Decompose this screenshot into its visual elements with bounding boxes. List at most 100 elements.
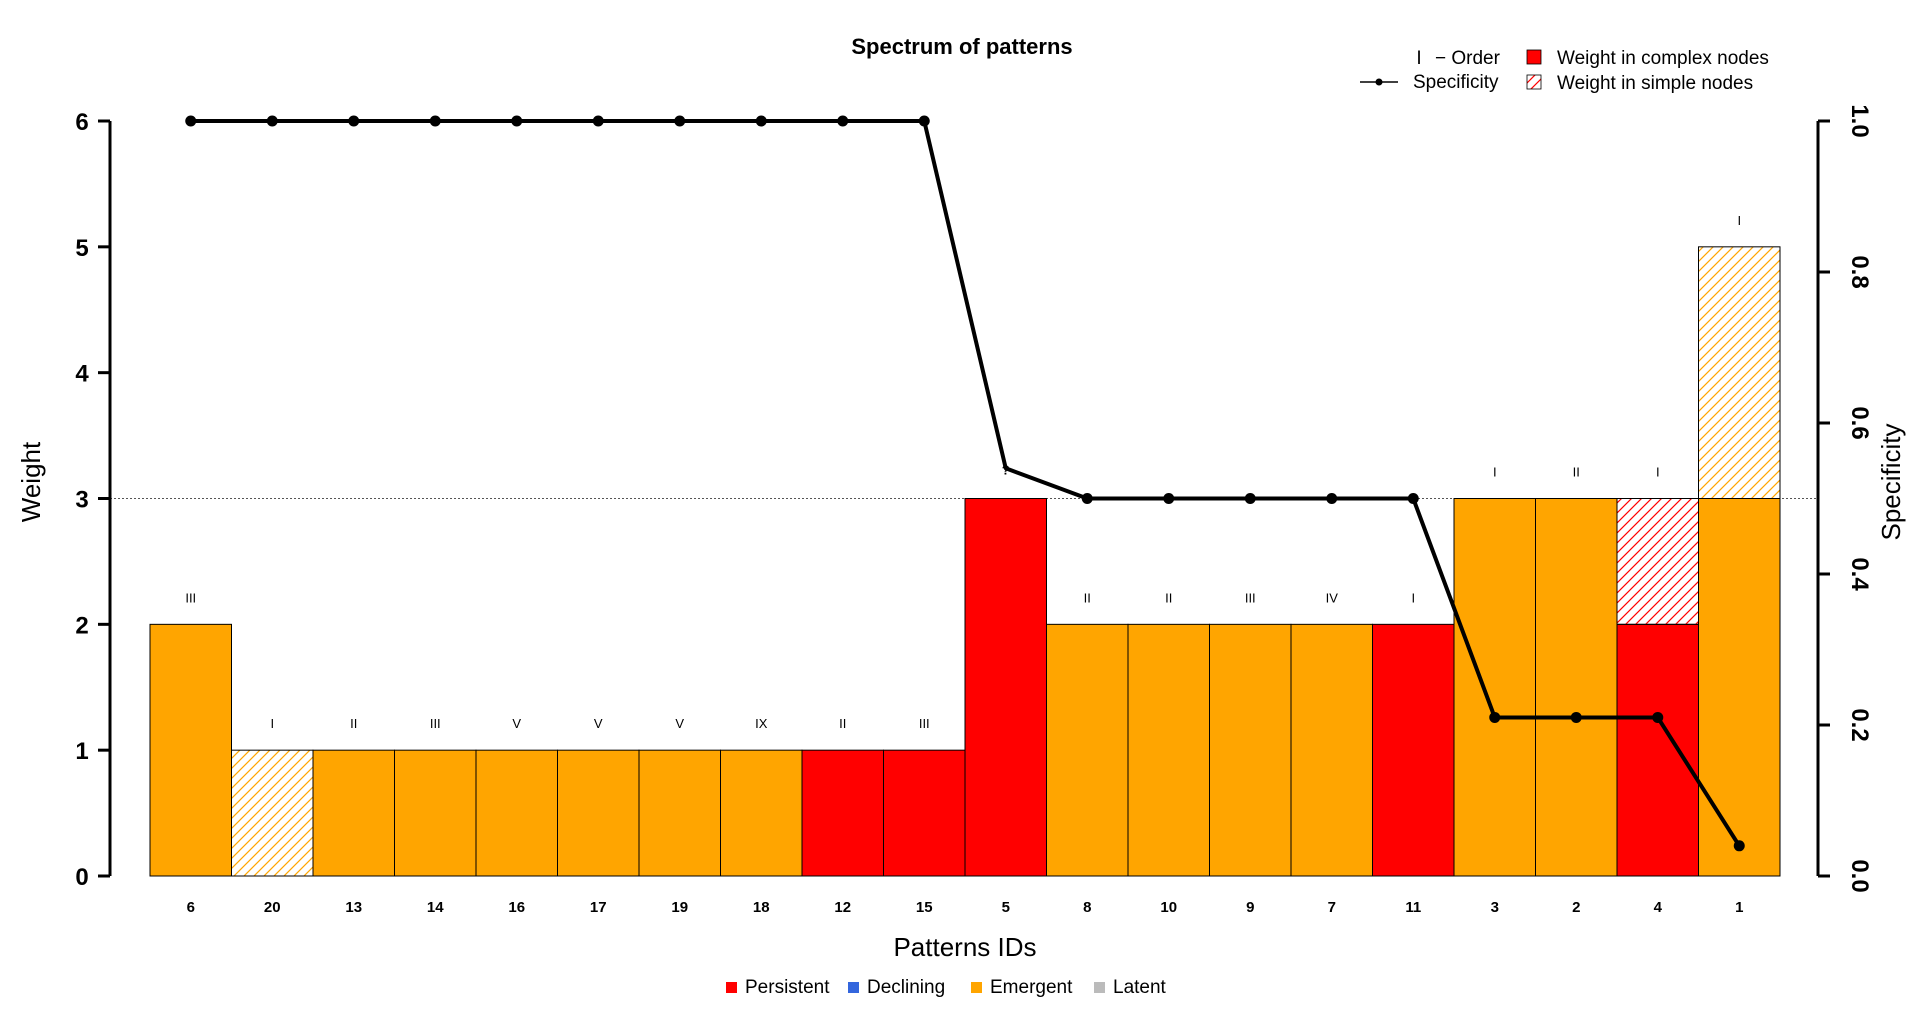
- order-label-16: V: [512, 716, 521, 731]
- specificity-point-12: [837, 115, 849, 127]
- x-tick-label-17: 17: [590, 899, 607, 916]
- simple-legend-swatch: [1526, 74, 1542, 90]
- bar-complex-8: [1046, 623, 1129, 877]
- order-label-7: IV: [1326, 590, 1339, 605]
- status-legend-label-persistent: Persistent: [745, 977, 830, 998]
- order-label-18: IX: [755, 716, 768, 731]
- x-axis-labels: 6 20 13 14 16 17 19 18 12 15 5 8 10 9 7 11 3 2 4 1: [187, 899, 1744, 916]
- bar-complex-3: [1453, 498, 1536, 877]
- right-tick-label-0.2: 0.2: [1846, 708, 1873, 741]
- order-label-9: III: [1245, 590, 1256, 605]
- status-legend-label-emergent: Emergent: [990, 977, 1073, 998]
- status-legend-swatch-emergent: [971, 982, 982, 993]
- bar-complex-4: [1616, 623, 1699, 877]
- bar-complex-19: [638, 749, 721, 877]
- bar-complex-2: [1535, 498, 1618, 877]
- order-label-11: I: [1411, 590, 1415, 605]
- x-axis-title: Patterns IDs: [893, 932, 1036, 962]
- x-tick-label-7: 7: [1328, 899, 1336, 916]
- x-tick-label-13: 13: [345, 899, 362, 916]
- order-label-19: V: [675, 716, 684, 731]
- order-legend-label: − Order: [1435, 48, 1501, 69]
- x-tick-label-1: 1: [1735, 899, 1743, 916]
- x-tick-label-2: 2: [1572, 899, 1580, 916]
- specificity-point-5: ?: [1002, 462, 1010, 477]
- x-tick-label-5: 5: [1002, 899, 1010, 916]
- bar-complex-9: [1209, 623, 1292, 877]
- left-tick-label-2: 2: [75, 612, 88, 639]
- x-tick-label-20: 20: [264, 899, 281, 916]
- x-tick-label-10: 10: [1160, 899, 1177, 916]
- order-label-3: I: [1493, 465, 1497, 480]
- x-tick-label-19: 19: [671, 899, 688, 916]
- right-tick-label-0.8: 0.8: [1846, 255, 1873, 288]
- x-tick-label-14: 14: [427, 899, 444, 916]
- specificity-point-19: [674, 115, 686, 127]
- specificity-point-3: [1489, 711, 1501, 723]
- bar-simple-1: [1698, 246, 1781, 499]
- y2-axis-title: Specificity: [1876, 423, 1906, 540]
- order-label-2: II: [1573, 465, 1580, 480]
- order-label-17: V: [594, 716, 603, 731]
- specificity-point-10: [1163, 493, 1175, 504]
- complex-legend-label: Weight in complex nodes: [1557, 48, 1769, 69]
- status-legend-swatch-persistent: [726, 982, 737, 993]
- bar-complex-1: [1698, 498, 1781, 877]
- specificity-point-11: [1407, 493, 1419, 504]
- right-tick-label-0.6: 0.6: [1846, 406, 1873, 439]
- x-tick-label-4: 4: [1654, 899, 1663, 916]
- simple-legend-label: Weight in simple nodes: [1557, 73, 1753, 94]
- specificity-point-4: [1652, 711, 1664, 723]
- specificity-point-1: [1733, 840, 1745, 852]
- order-label-8: II: [1084, 590, 1091, 605]
- bar-complex-7: [1290, 623, 1373, 877]
- specificity-point-13: [348, 115, 360, 127]
- specificity-point-8: [1081, 493, 1093, 504]
- bar-complex-14: [394, 749, 477, 877]
- x-tick-label-3: 3: [1491, 899, 1499, 916]
- x-tick-label-8: 8: [1083, 899, 1091, 916]
- left-tick-label-3: 3: [75, 487, 88, 514]
- order-label-10: II: [1165, 590, 1172, 605]
- order-label-6: III: [185, 590, 196, 605]
- bar-complex-6: [149, 623, 232, 877]
- status-legend-swatch-declining: [848, 982, 859, 993]
- bar-complex-5: [964, 498, 1047, 877]
- bar-complex-13: [312, 749, 395, 877]
- specificity-legend-dot: [1375, 78, 1383, 86]
- x-tick-label-15: 15: [916, 899, 933, 916]
- specificity-point-16: [511, 115, 523, 127]
- bar-complex-17: [557, 749, 640, 877]
- specificity-legend-label: Specificity: [1413, 72, 1499, 93]
- right-tick-label-0.0: 0.0: [1846, 859, 1873, 892]
- bar-simple-20: [231, 749, 314, 877]
- order-label-15: III: [919, 716, 930, 731]
- order-label-20: I: [270, 716, 274, 731]
- specificity-point-14: [429, 115, 441, 127]
- specificity-point-15: [918, 115, 930, 127]
- order-label-12: II: [839, 716, 846, 731]
- specificity-point-18: [755, 115, 767, 127]
- x-tick-label-12: 12: [834, 899, 851, 916]
- chart-title: Spectrum of patterns: [851, 34, 1072, 59]
- left-y-axis: 0 1 2 3 4 5 6: [75, 109, 112, 891]
- bars-group: [149, 246, 1781, 877]
- left-tick-label-4: 4: [75, 361, 89, 388]
- order-label-1: I: [1737, 213, 1741, 228]
- order-label-14: III: [430, 716, 441, 731]
- left-tick-label-1: 1: [75, 738, 88, 765]
- right-tick-label-0.4: 0.4: [1846, 557, 1873, 591]
- specificity-point-17: [592, 115, 604, 127]
- y-axis-title: Weight: [16, 441, 46, 522]
- top-legend: I − Order Specificity Weight in complex …: [1360, 48, 1769, 94]
- status-legend-label-latent: Latent: [1113, 977, 1167, 998]
- order-legend-symbol: I: [1416, 48, 1421, 69]
- right-y-axis: 0.0 0.2 0.4 0.6 0.8 1.0: [1816, 104, 1873, 893]
- x-tick-label-6: 6: [187, 899, 195, 916]
- bar-complex-10: [1127, 623, 1210, 877]
- complex-legend-swatch: [1526, 49, 1542, 65]
- x-tick-label-9: 9: [1246, 899, 1254, 916]
- status-legend: Persistent Declining Emergent Latent: [726, 977, 1167, 998]
